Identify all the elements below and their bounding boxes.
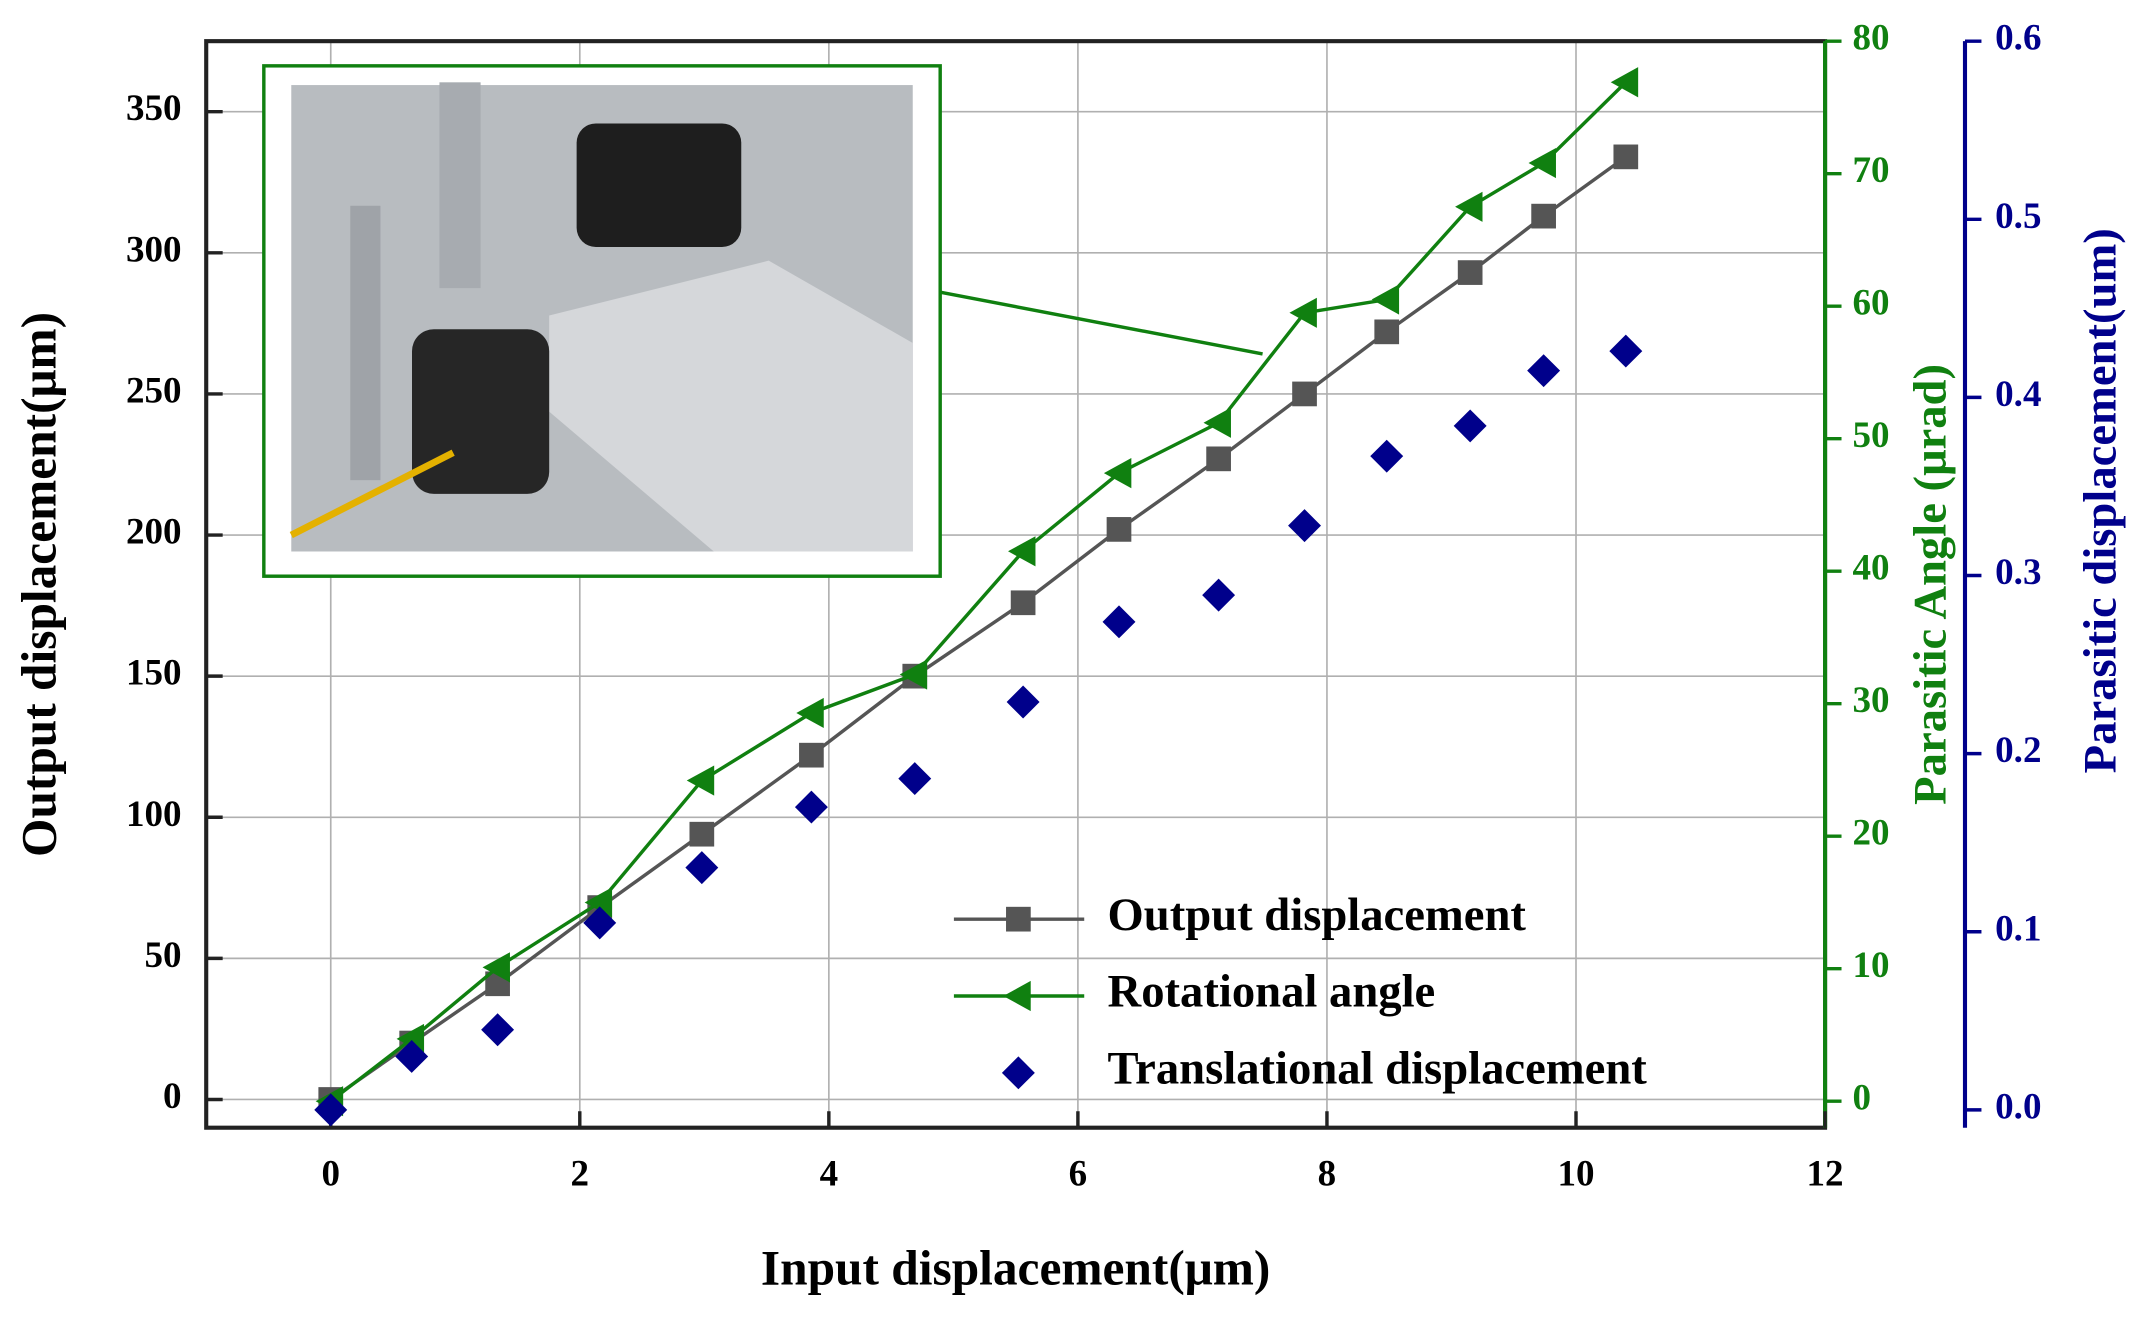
y3-tick-label: 0.3 bbox=[1995, 552, 2041, 593]
marker-triangle bbox=[796, 697, 824, 729]
photo-holder bbox=[576, 123, 742, 247]
marker-diamond bbox=[794, 790, 828, 824]
marker-square bbox=[1457, 260, 1483, 285]
x-axis-label: Input displacement(μm) bbox=[761, 1240, 1270, 1295]
marker-square bbox=[1292, 381, 1317, 407]
y2-tick-label: 50 bbox=[1852, 415, 1889, 456]
y2-tick-label: 30 bbox=[1852, 680, 1889, 721]
marker-diamond bbox=[481, 1013, 515, 1047]
y-tick-label: 0 bbox=[163, 1076, 182, 1117]
marker-diamond bbox=[1609, 334, 1643, 368]
marker-diamond bbox=[1001, 1056, 1035, 1090]
y2-tick-label: 60 bbox=[1852, 283, 1889, 324]
callout-line bbox=[939, 290, 1263, 356]
marker-square bbox=[1010, 590, 1036, 616]
marker-triangle bbox=[899, 659, 928, 690]
y3-tick-label: 0.0 bbox=[1995, 1086, 2041, 1127]
photo-post bbox=[439, 82, 481, 289]
y2-tick-label: 20 bbox=[1852, 813, 1889, 854]
y2-tick-label: 80 bbox=[1852, 18, 1889, 59]
marker-diamond bbox=[1102, 605, 1136, 639]
marker-square bbox=[799, 742, 824, 768]
y2-tick-label: 40 bbox=[1852, 548, 1889, 589]
marker-square bbox=[1613, 144, 1639, 170]
marker-square bbox=[689, 821, 715, 847]
marker-square bbox=[1531, 203, 1556, 229]
marker-triangle bbox=[1528, 147, 1556, 179]
y-tick-label: 50 bbox=[144, 935, 181, 976]
photo-post bbox=[350, 205, 381, 481]
photo-stage bbox=[549, 260, 913, 552]
y-tick-label: 300 bbox=[126, 229, 182, 270]
y2-tick-label: 10 bbox=[1852, 945, 1889, 986]
legend-label: Output displacement bbox=[1108, 889, 1527, 941]
y-tick-label: 100 bbox=[126, 794, 182, 835]
y3-axis-label: Parasitic displacement(um) bbox=[2075, 228, 2127, 773]
y2-axis-label: Parasitic Angle (μrad) bbox=[1905, 364, 1957, 805]
legend-label: Translational displacement bbox=[1108, 1043, 1648, 1095]
y-tick-label: 250 bbox=[126, 370, 182, 411]
y-tick-label: 150 bbox=[126, 653, 182, 694]
marker-diamond bbox=[395, 1039, 429, 1073]
marker-diamond bbox=[1006, 685, 1040, 719]
x-tick-label: 2 bbox=[571, 1154, 590, 1195]
marker-triangle bbox=[584, 887, 613, 918]
marker-diamond bbox=[898, 762, 932, 796]
y3-tick-label: 0.5 bbox=[1995, 196, 2041, 237]
y2-tick-label: 0 bbox=[1852, 1078, 1871, 1119]
marker-diamond bbox=[1370, 439, 1404, 473]
y3-tick-label: 0.1 bbox=[1995, 908, 2041, 949]
marker-diamond bbox=[1453, 409, 1487, 443]
marker-diamond bbox=[1527, 354, 1561, 388]
marker-triangle bbox=[1103, 458, 1132, 489]
marker-diamond bbox=[685, 851, 719, 885]
marker-diamond bbox=[314, 1093, 348, 1127]
y-tick-label: 200 bbox=[126, 512, 182, 553]
marker-square bbox=[1006, 906, 1031, 932]
marker-triangle bbox=[482, 952, 510, 983]
y3-tick-label: 0.6 bbox=[1995, 18, 2041, 59]
marker-triangle bbox=[1289, 297, 1317, 328]
x-tick-label: 0 bbox=[321, 1154, 340, 1195]
marker-triangle bbox=[1003, 980, 1031, 1012]
marker-square bbox=[1374, 319, 1400, 345]
marker-triangle bbox=[1371, 284, 1400, 315]
y3-tick-label: 0.4 bbox=[1995, 374, 2041, 415]
y3-tick-label: 0.2 bbox=[1995, 730, 2041, 771]
photo-fiber bbox=[289, 449, 455, 539]
inset-photo bbox=[262, 64, 942, 578]
x-tick-label: 6 bbox=[1069, 1154, 1088, 1195]
marker-square bbox=[1106, 517, 1132, 542]
marker-square bbox=[1206, 446, 1231, 472]
y-axis-label: Output displacement(μm) bbox=[12, 312, 67, 857]
marker-diamond bbox=[1202, 578, 1236, 612]
photo-mount bbox=[412, 329, 550, 494]
x-tick-label: 12 bbox=[1807, 1154, 1844, 1195]
marker-triangle bbox=[1008, 536, 1036, 567]
x-tick-label: 8 bbox=[1318, 1154, 1337, 1195]
marker-triangle bbox=[1610, 67, 1639, 98]
legend-label: Rotational angle bbox=[1108, 966, 1436, 1018]
y2-tick-label: 70 bbox=[1852, 150, 1889, 191]
marker-triangle bbox=[1455, 191, 1483, 222]
marker-triangle bbox=[686, 765, 715, 796]
x-tick-label: 4 bbox=[820, 1154, 839, 1195]
x-tick-label: 10 bbox=[1557, 1154, 1594, 1195]
marker-diamond bbox=[1288, 509, 1322, 543]
marker-triangle bbox=[1203, 407, 1231, 438]
y-tick-label: 350 bbox=[126, 88, 182, 129]
